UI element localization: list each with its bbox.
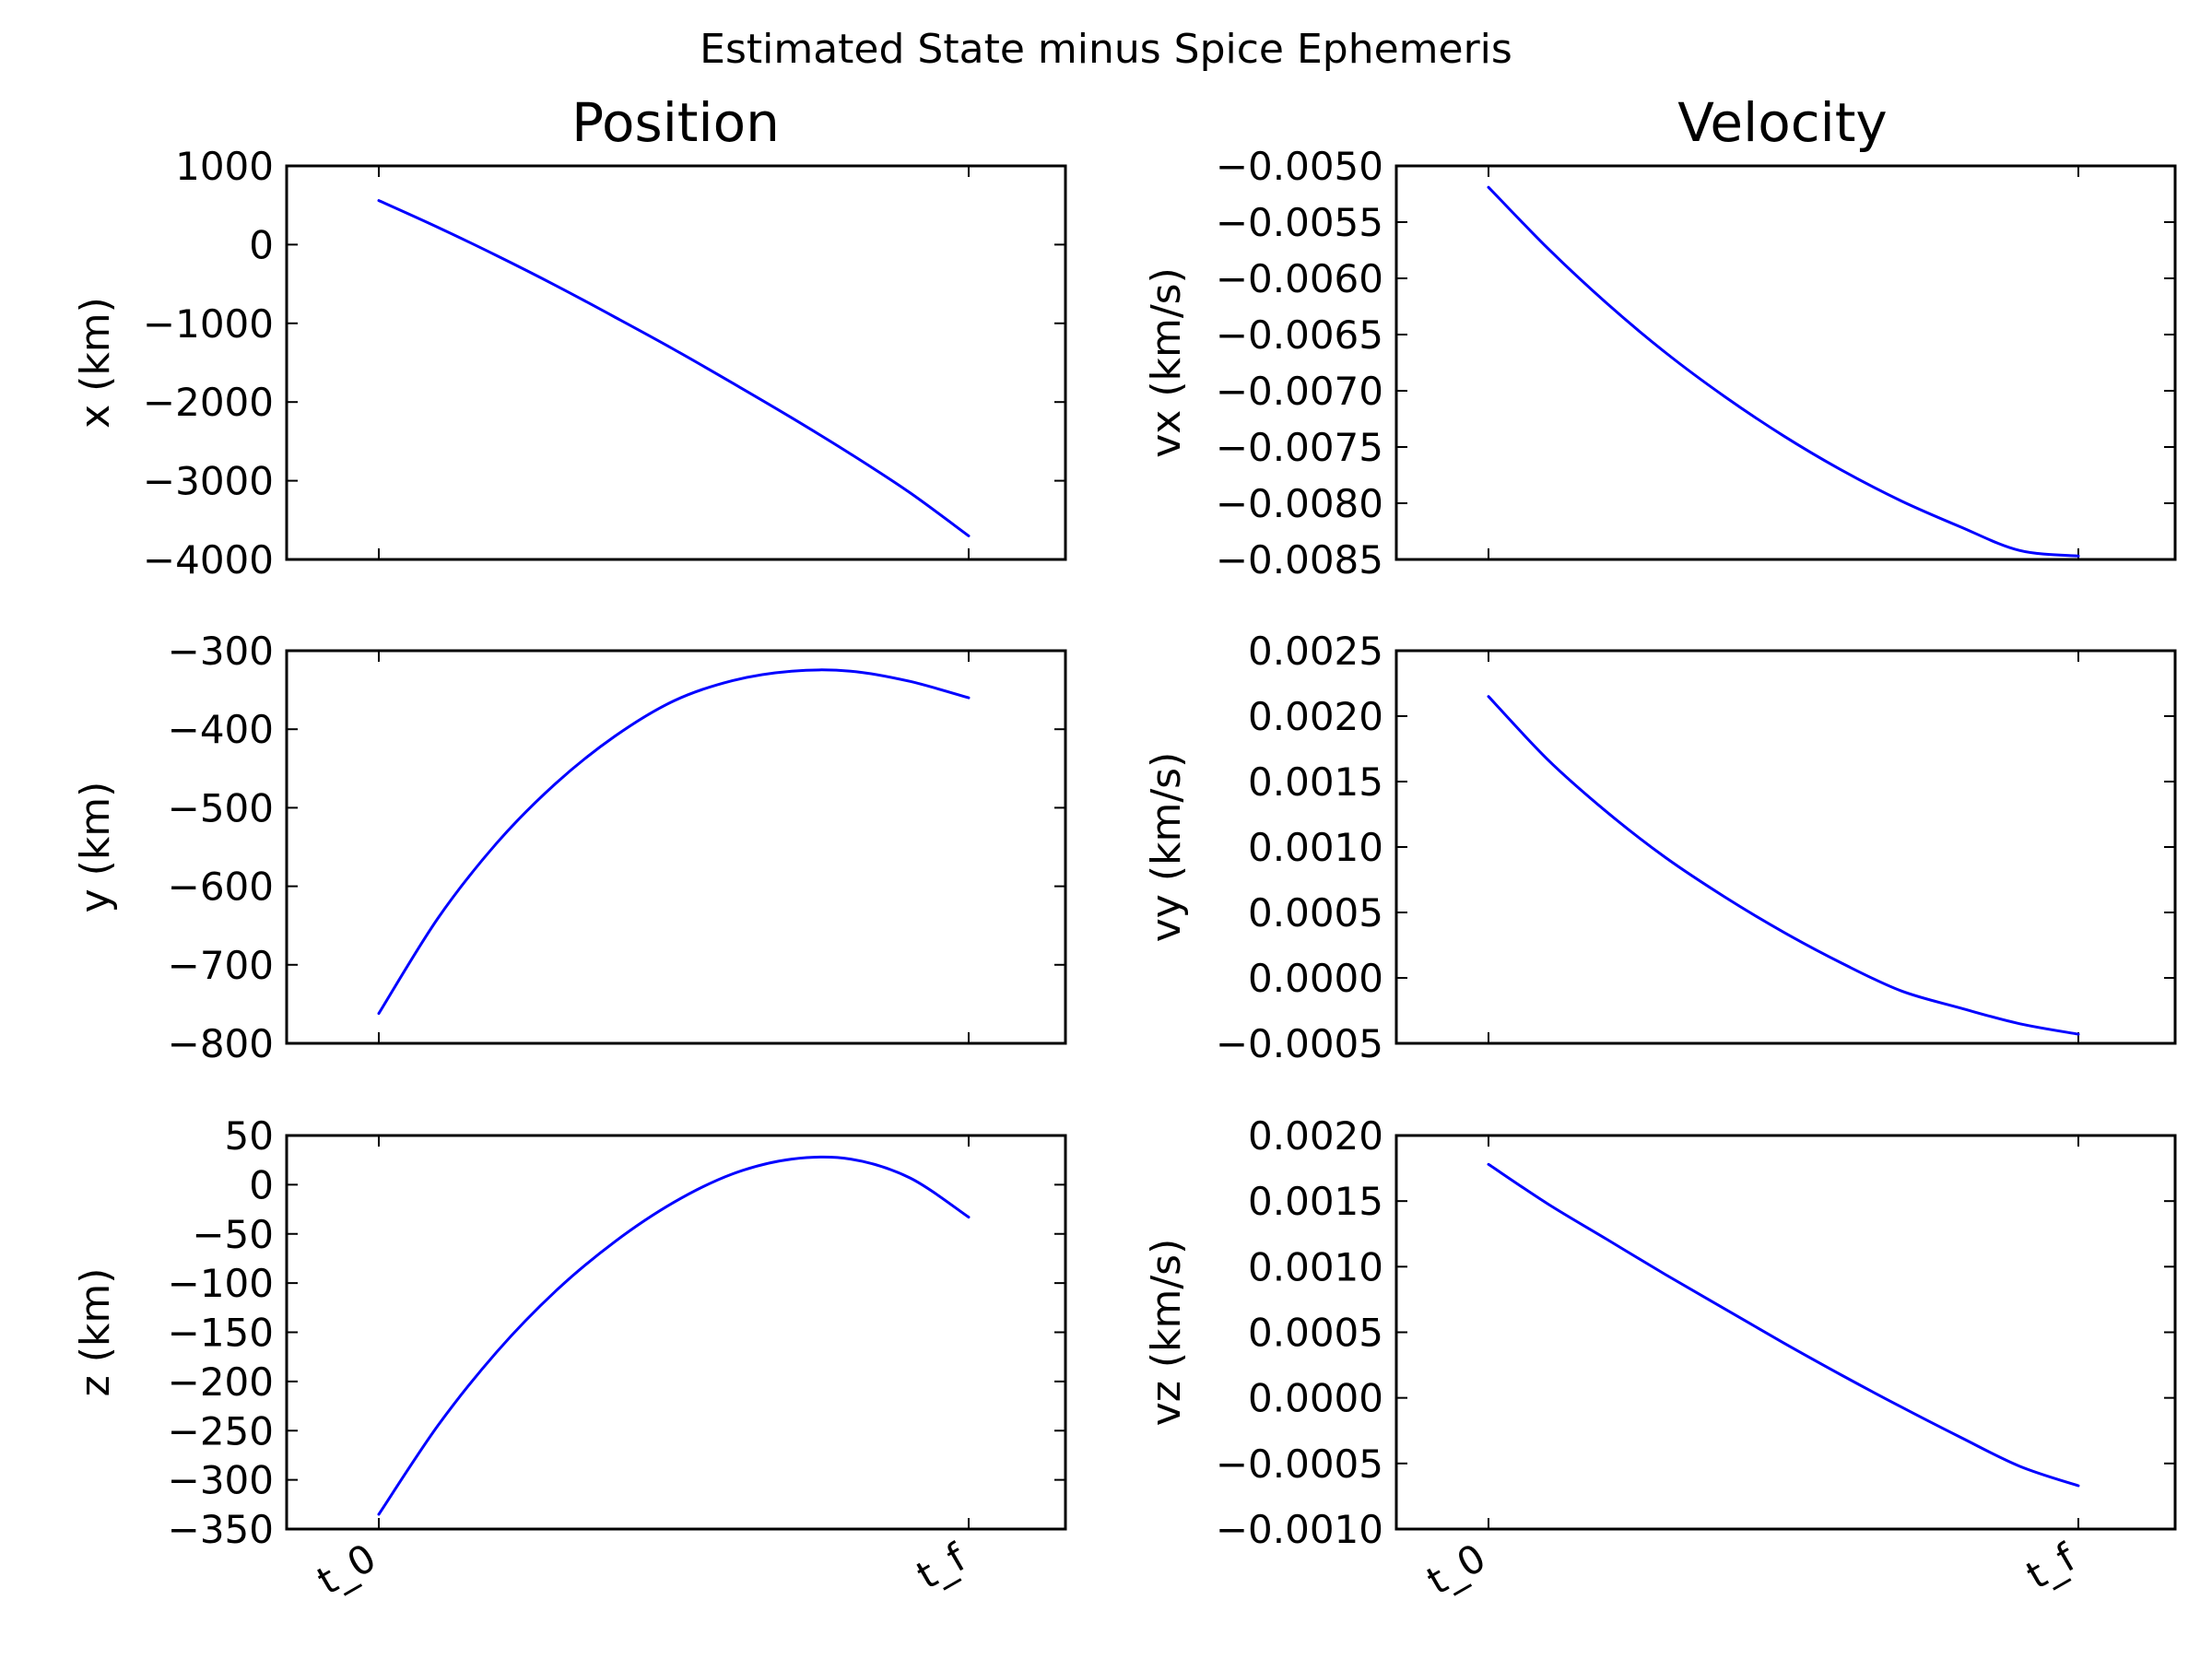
y-axis-label: z (km) (72, 1268, 119, 1397)
y-tick-label: −300 (168, 629, 274, 674)
y-tick-label: 0.0005 (1248, 890, 1383, 935)
y-tick-label: 0.0025 (1248, 629, 1383, 674)
y-tick-label: −150 (168, 1311, 274, 1356)
subplot-1: 1000 0 −1000 −2000 −3000 −4000 x (km) (72, 144, 1067, 582)
y-tick-label: −100 (168, 1261, 274, 1306)
series-line (1487, 1162, 2080, 1488)
y-tick-label: −300 (168, 1458, 274, 1503)
y-tick-label: −0.0010 (1216, 1507, 1383, 1552)
y-tick-label: −0.0075 (1216, 425, 1383, 470)
y-tick-label: −2000 (143, 380, 274, 425)
y-tick-label: −3000 (143, 459, 274, 504)
y-tick-label: −0.0065 (1216, 312, 1383, 358)
y-tick-label: −250 (168, 1408, 274, 1453)
series-line (1487, 695, 2080, 1036)
y-tick-label: −1000 (143, 301, 274, 347)
y-tick-label: −600 (168, 865, 274, 910)
y-tick-label: −4000 (143, 537, 274, 582)
y-tick-label: −500 (168, 785, 274, 830)
subplot-4: 0.0025 0.0020 0.0015 0.0010 0.0005 0.0000 −0.0… (1143, 629, 2177, 1066)
axes-frame (285, 1134, 1067, 1531)
y-tick-label: −0.0005 (1216, 1441, 1383, 1487)
y-axis-label: y (km) (72, 782, 119, 913)
series-line (1487, 185, 2080, 558)
y-tick-label: 0.0020 (1248, 694, 1383, 739)
axes-frame (1394, 649, 2177, 1045)
y-tick-label: −800 (168, 1021, 274, 1066)
y-axis-label: vy (km/s) (1143, 752, 1190, 943)
y-tick-label: −0.0005 (1216, 1021, 1383, 1066)
y-tick-label: 0.0000 (1248, 1376, 1383, 1421)
y-tick-label: −350 (168, 1507, 274, 1552)
y-tick-label: 0 (249, 1162, 274, 1207)
y-tick-label: −0.0085 (1216, 537, 1383, 582)
y-tick-label: 0.0005 (1248, 1311, 1383, 1356)
series-line (377, 668, 971, 1016)
y-tick-label: −0.0060 (1216, 256, 1383, 301)
y-tick-label: 0.0015 (1248, 759, 1383, 805)
y-tick-label: −200 (168, 1359, 274, 1405)
y-tick-label: 0.0000 (1248, 956, 1383, 1001)
y-axis-label: vx (km/s) (1143, 267, 1190, 458)
subplot-3: −300 −400 −500 −600 −700 −800 y (km) (72, 629, 1067, 1066)
velocity-column-title: Velocity (1677, 91, 1888, 154)
y-tick-label: −400 (168, 707, 274, 752)
y-tick-label: 50 (225, 1113, 274, 1159)
y-tick-label: −50 (192, 1212, 274, 1257)
axes-frame (285, 649, 1067, 1045)
subplot-2: −0.0050 −0.0055 −0.0060 −0.0065 −0.0070 −0.00… (1143, 144, 2177, 582)
y-tick-label: 0.0015 (1248, 1179, 1383, 1224)
y-tick-label: 0 (249, 222, 274, 267)
y-tick-label: 0.0010 (1248, 1244, 1383, 1289)
y-tick-label: −0.0080 (1216, 481, 1383, 526)
y-tick-label: 1000 (175, 144, 274, 189)
y-axis-label: x (km) (72, 297, 119, 429)
subplot-6: 0.0020 0.0015 0.0010 0.0005 0.0000 −0.0005 −0.… (1143, 1113, 2177, 1604)
axes-frame (285, 164, 1067, 561)
y-tick-label: −700 (168, 943, 274, 988)
y-tick-label: −0.0070 (1216, 369, 1383, 414)
series-line (377, 199, 971, 537)
figure-suptitle: Estimated State minus Spice Ephemeris (700, 26, 1512, 73)
axes-frame (1394, 164, 2177, 561)
position-column-title: Position (571, 91, 780, 154)
y-tick-label: 0.0010 (1248, 825, 1383, 870)
axes-frame (1394, 1134, 2177, 1531)
y-tick-label: −0.0055 (1216, 200, 1383, 245)
series-line (377, 1155, 971, 1516)
y-tick-label: 0.0020 (1248, 1113, 1383, 1159)
y-axis-label: vz (km/s) (1143, 1239, 1190, 1427)
y-tick-label: −0.0050 (1216, 144, 1383, 189)
